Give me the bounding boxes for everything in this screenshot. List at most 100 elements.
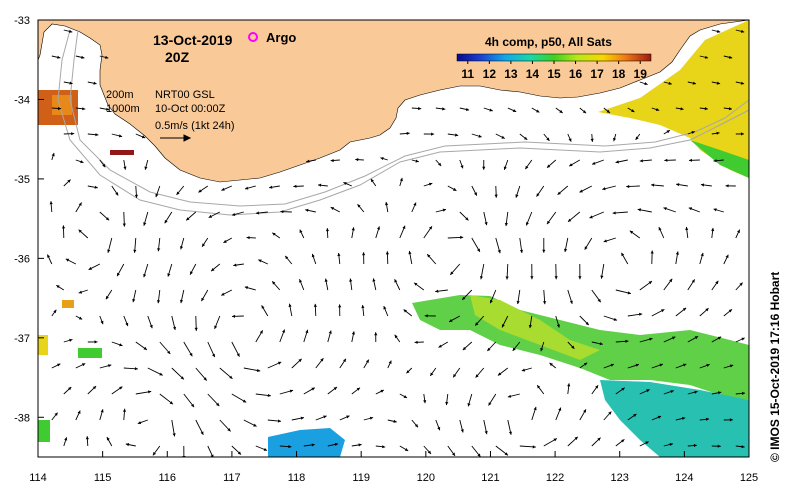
- current-arrowhead: [133, 249, 137, 253]
- sst-patch-west-orange: [52, 95, 72, 115]
- current-arrowhead: [649, 337, 653, 341]
- current-arrowhead: [462, 296, 466, 300]
- legend-product: NRT00 GSL: [155, 89, 215, 101]
- current-arrowhead: [403, 309, 407, 313]
- colorbar-tick-label: 13: [504, 67, 518, 81]
- current-arrowhead: [728, 107, 732, 111]
- current-arrowhead: [272, 232, 276, 236]
- current-arrowhead: [512, 347, 516, 351]
- isobath-200m: [57, 29, 749, 216]
- current-arrowhead: [320, 358, 324, 362]
- current-arrowhead: [553, 438, 557, 442]
- current-arrowhead: [526, 222, 529, 226]
- current-arrowhead: [134, 367, 138, 371]
- current-arrowhead: [497, 249, 501, 254]
- x-tick-label: 123: [611, 472, 629, 484]
- current-arrowhead: [610, 363, 614, 367]
- colorbar: [456, 53, 652, 62]
- current-arrowhead: [406, 370, 410, 374]
- current-arrowhead: [182, 456, 186, 457]
- current-arrowhead: [579, 189, 583, 193]
- current-arrowhead: [105, 217, 110, 221]
- current-arrowhead: [442, 208, 446, 212]
- current-arrowhead: [661, 309, 665, 313]
- current-arrowhead: [356, 387, 360, 391]
- current-arrowhead: [71, 132, 75, 136]
- current-arrowhead: [118, 134, 123, 138]
- current-arrowhead: [105, 295, 109, 300]
- current-arrowhead: [311, 387, 315, 391]
- current-arrowhead: [117, 272, 120, 277]
- sst-patch-east-coast: [598, 20, 749, 178]
- current-arrowhead: [694, 336, 699, 340]
- current-arrowhead: [583, 409, 586, 413]
- current-arrowhead: [449, 319, 453, 322]
- current-arrowhead: [374, 332, 378, 336]
- current-arrowhead: [365, 359, 369, 363]
- current-arrowhead: [300, 416, 304, 420]
- current-arrowhead: [414, 282, 418, 286]
- current-arrowhead: [691, 131, 695, 134]
- current-arrowhead: [626, 184, 630, 189]
- y-tick-label: -36: [14, 253, 30, 265]
- current-arrowhead: [669, 278, 673, 283]
- current-arrowhead: [53, 309, 57, 314]
- current-arrowhead: [394, 279, 398, 283]
- current-arrowhead: [122, 408, 127, 412]
- current-arrowhead: [211, 268, 215, 272]
- current-arrowhead: [683, 363, 687, 367]
- current-arrowhead: [613, 317, 617, 321]
- current-arrowhead: [81, 363, 86, 367]
- current-arrowhead: [484, 430, 488, 435]
- current-arrowhead: [78, 290, 83, 294]
- current-arrowhead: [597, 298, 601, 303]
- current-arrowhead: [306, 159, 310, 163]
- current-arrowhead: [69, 81, 73, 85]
- current-arrowhead: [516, 300, 520, 305]
- current-arrowhead: [102, 163, 106, 168]
- current-arrowhead: [666, 130, 670, 134]
- current-arrowhead: [655, 108, 660, 111]
- current-arrowhead: [221, 292, 225, 296]
- current-arrowhead: [571, 345, 575, 349]
- current-arrowhead: [442, 107, 446, 111]
- current-arrowhead: [123, 166, 127, 170]
- current-arrowhead: [210, 454, 214, 457]
- current-arrowhead: [242, 399, 247, 403]
- y-tick-label: -34: [14, 94, 30, 106]
- current-arrowhead: [56, 285, 60, 289]
- current-arrowhead: [125, 443, 130, 447]
- current-arrowhead: [694, 390, 698, 394]
- current-arrowhead: [261, 305, 265, 309]
- current-arrowhead: [325, 228, 329, 232]
- current-arrowhead: [477, 248, 480, 252]
- current-arrowhead: [512, 109, 517, 112]
- current-arrowhead: [549, 362, 553, 367]
- current-arrowhead: [383, 306, 387, 310]
- current-arrowhead: [157, 248, 161, 252]
- current-arrowhead: [650, 250, 654, 254]
- y-tick-label: -33: [14, 15, 30, 27]
- current-arrowhead: [663, 207, 667, 211]
- current-arrowhead: [362, 252, 366, 256]
- current-arrowhead: [717, 336, 722, 340]
- current-arrowhead: [557, 191, 561, 195]
- current-arrowhead: [370, 178, 374, 183]
- current-arrowhead: [159, 372, 163, 376]
- current-arrowhead: [186, 217, 190, 221]
- current-arrowhead: [559, 109, 563, 113]
- current-arrowhead: [122, 223, 126, 227]
- current-arrowhead: [460, 165, 464, 169]
- current-arrowhead: [716, 81, 721, 85]
- current-arrowhead: [49, 201, 53, 205]
- colorbar-ticks: 11 12 13 14 15 16 17 18 19: [461, 61, 647, 81]
- legend-scale-text: 0.5m/s (1kt 24h): [155, 120, 234, 132]
- y-tick-label: -37: [14, 333, 30, 345]
- current-arrowhead: [453, 187, 457, 191]
- sst-patch-dark-red: [110, 150, 134, 155]
- current-arrowhead: [438, 344, 442, 348]
- current-arrowhead: [236, 353, 240, 357]
- current-arrowhead: [424, 314, 428, 318]
- current-arrowhead: [477, 453, 481, 457]
- current-arrowhead: [629, 230, 634, 234]
